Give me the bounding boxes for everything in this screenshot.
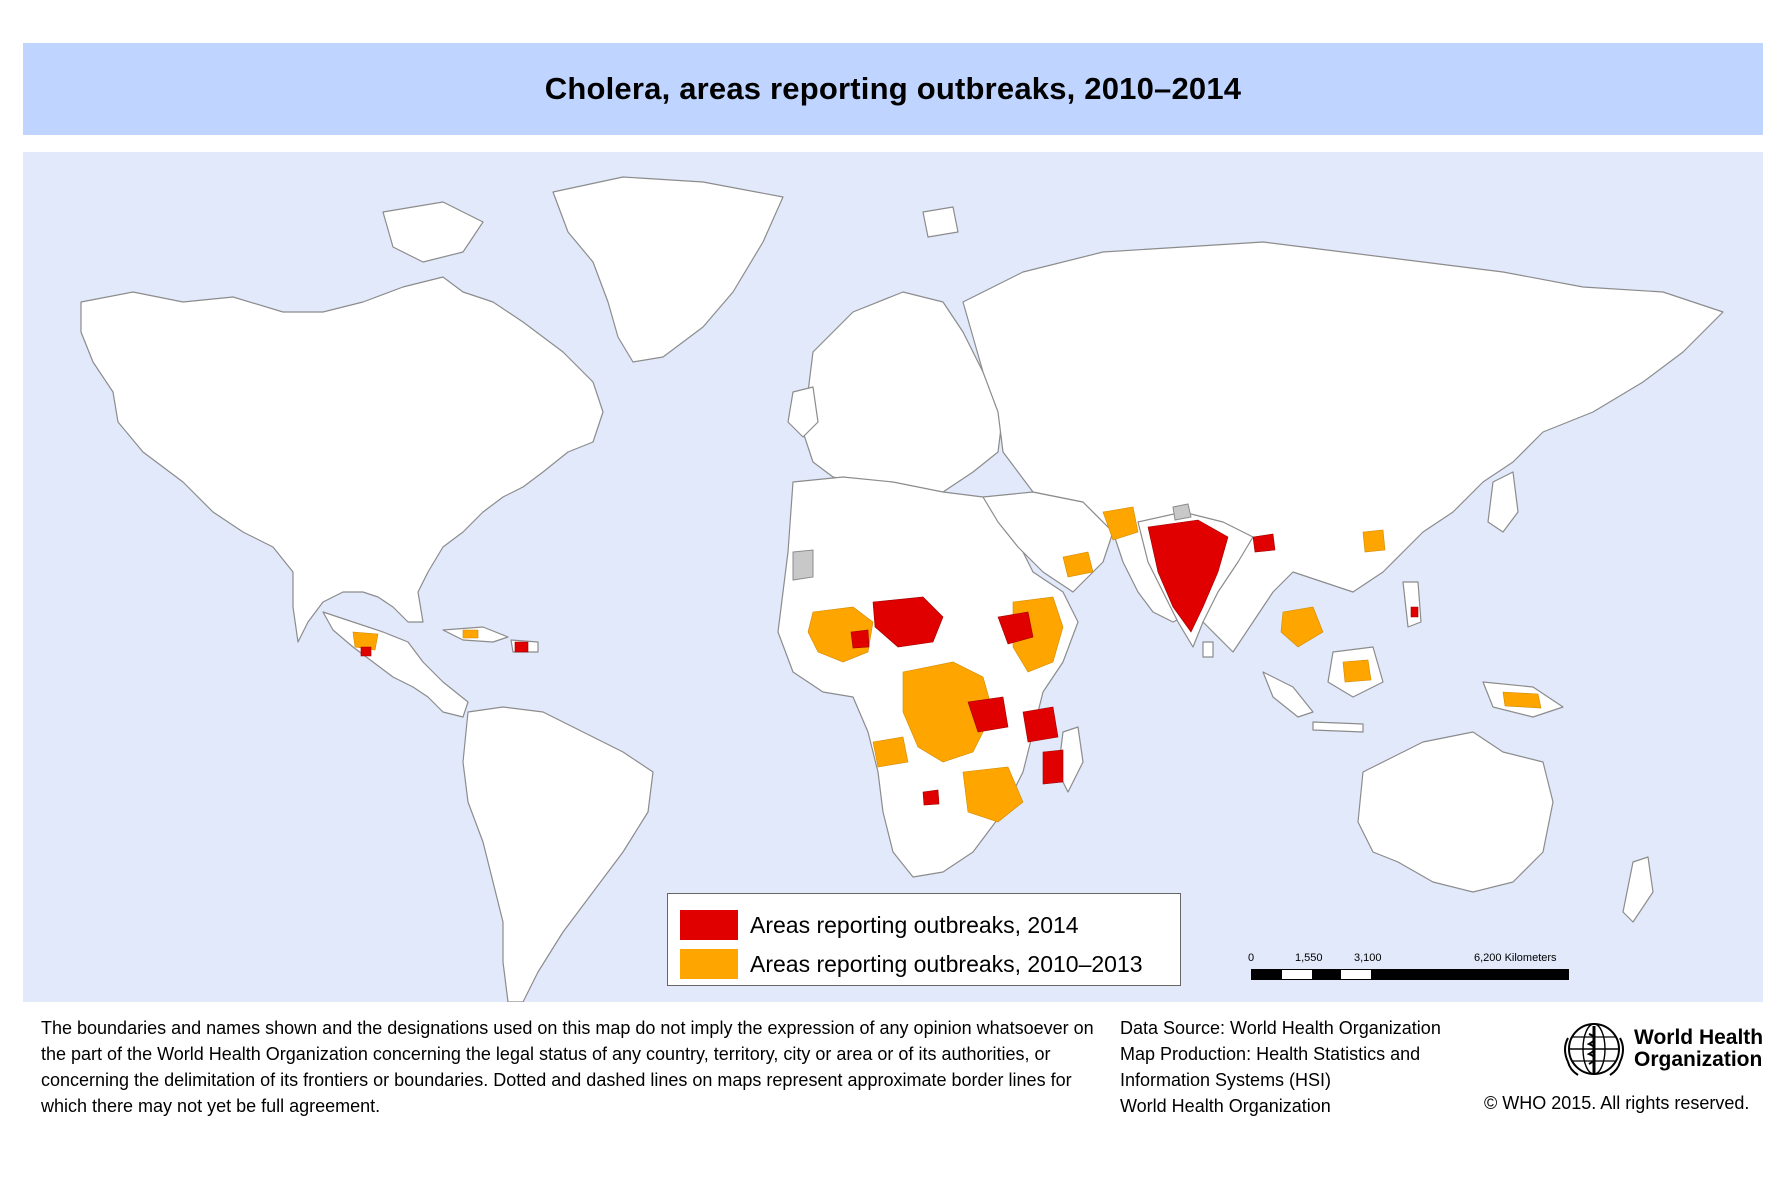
outbreak-2010-2013-angola xyxy=(872,736,909,768)
new-zealand-island xyxy=(1622,856,1654,923)
outbreak-2014-drc xyxy=(967,696,1009,733)
europe-landmass xyxy=(802,291,1004,498)
scale-bar: 0 1,550 3,100 6,200 Kilometers xyxy=(1245,952,1575,982)
legend-item-2010-2013: Areas reporting outbreaks, 2010–2013 xyxy=(680,947,1168,981)
outbreak-2014-tanzania xyxy=(1022,706,1059,743)
scale-label-1550: 1,550 xyxy=(1295,952,1323,964)
title-bar: Cholera, areas reporting outbreaks, 2010… xyxy=(23,43,1763,135)
map-legend: Areas reporting outbreaks, 2014 Areas re… xyxy=(667,893,1181,986)
outbreak-2010-2013-china xyxy=(1362,529,1386,553)
map-frame[interactable] xyxy=(23,152,1763,1002)
outbreak-2010-2013-west-africa xyxy=(807,606,874,663)
scale-label-0: 0 xyxy=(1248,952,1255,964)
data-source-line-4: World Health Organization xyxy=(1120,1096,1331,1116)
philippines-island xyxy=(1402,581,1422,628)
outbreak-2010-2013-borneo xyxy=(1342,659,1372,683)
outbreak-2010-2013-cuba xyxy=(462,629,479,639)
outbreak-2014-mozambique xyxy=(1042,749,1064,785)
who-name: World Health Organization xyxy=(1634,1027,1763,1071)
central-america-landmass xyxy=(322,611,469,718)
outbreak-2014-bangladesh xyxy=(1252,533,1276,553)
australia-landmass xyxy=(1357,731,1554,893)
java-island xyxy=(1312,721,1364,733)
data-source: Data Source: World Health Organization M… xyxy=(1120,1015,1480,1119)
uk-island xyxy=(787,386,819,438)
outbreak-2014-mexico xyxy=(360,646,372,657)
outbreak-2014-ghana xyxy=(850,629,870,649)
outbreak-2010-2013-new-guinea xyxy=(1502,691,1542,709)
data-source-line-2: Map Production: Health Statistics and xyxy=(1120,1044,1421,1064)
sumatra-island xyxy=(1262,671,1314,718)
outbreak-2010-2013-central-africa xyxy=(902,661,994,763)
data-source-line-1: Data Source: World Health Organization xyxy=(1120,1018,1441,1038)
outbreak-2014-philippines xyxy=(1410,606,1419,618)
outbreak-2010-2013-southeast-asia xyxy=(1280,606,1324,648)
sri-lanka-island xyxy=(1202,641,1214,658)
copyright-text: © WHO 2015. All rights reserved. xyxy=(1484,1093,1750,1113)
scale-label-6200: 6,200 Kilometers xyxy=(1474,952,1557,964)
outbreak-2014-namibia xyxy=(922,789,940,806)
who-emblem-icon xyxy=(1564,1023,1624,1076)
scale-graphic xyxy=(1251,969,1569,980)
asia-landmass xyxy=(962,241,1724,653)
who-name-line-2: Organization xyxy=(1634,1048,1763,1071)
legend-label-2014: Areas reporting outbreaks, 2014 xyxy=(750,911,1079,938)
outbreak-2014-south-sudan xyxy=(997,611,1034,645)
arctic-islands xyxy=(382,201,484,263)
outbreak-2010-2013-southern-africa xyxy=(962,766,1024,823)
south-america-landmass xyxy=(462,706,654,1002)
legend-label-2010-2013: Areas reporting outbreaks, 2010–2013 xyxy=(750,950,1143,977)
data-source-line-3: Information Systems (HSI) xyxy=(1120,1070,1332,1090)
legend-swatch-2010-2013 xyxy=(680,949,738,979)
who-name-line-1: World Health xyxy=(1634,1026,1764,1049)
outbreak-2014-nigeria xyxy=(872,596,944,648)
north-america-landmass xyxy=(80,276,604,643)
outbreak-2010-2013-yemen xyxy=(1062,551,1094,578)
svalbard-island xyxy=(922,206,959,238)
legend-swatch-2014 xyxy=(680,910,738,940)
japan-island xyxy=(1487,471,1519,533)
map-title: Cholera, areas reporting outbreaks, 2010… xyxy=(544,71,1242,106)
outbreak-2010-2013-pakistan xyxy=(1102,506,1139,541)
western-sahara-area xyxy=(792,549,814,581)
world-map[interactable] xyxy=(23,152,1763,1002)
scale-labels: 0 1,550 3,100 6,200 Kilometers xyxy=(1245,952,1575,966)
disclaimer-text: The boundaries and names shown and the d… xyxy=(41,1018,1094,1116)
outbreak-2010-2013-mexico xyxy=(352,631,379,651)
outbreak-2014-india xyxy=(1147,519,1229,633)
outbreak-2014-haiti xyxy=(514,641,529,653)
scale-label-3100: 3,100 xyxy=(1354,952,1382,964)
kashmir-area xyxy=(1172,503,1192,521)
legend-item-2014: Areas reporting outbreaks, 2014 xyxy=(680,908,1168,942)
who-logo: World Health Organization xyxy=(1560,1018,1763,1080)
greenland-landmass xyxy=(552,176,784,363)
